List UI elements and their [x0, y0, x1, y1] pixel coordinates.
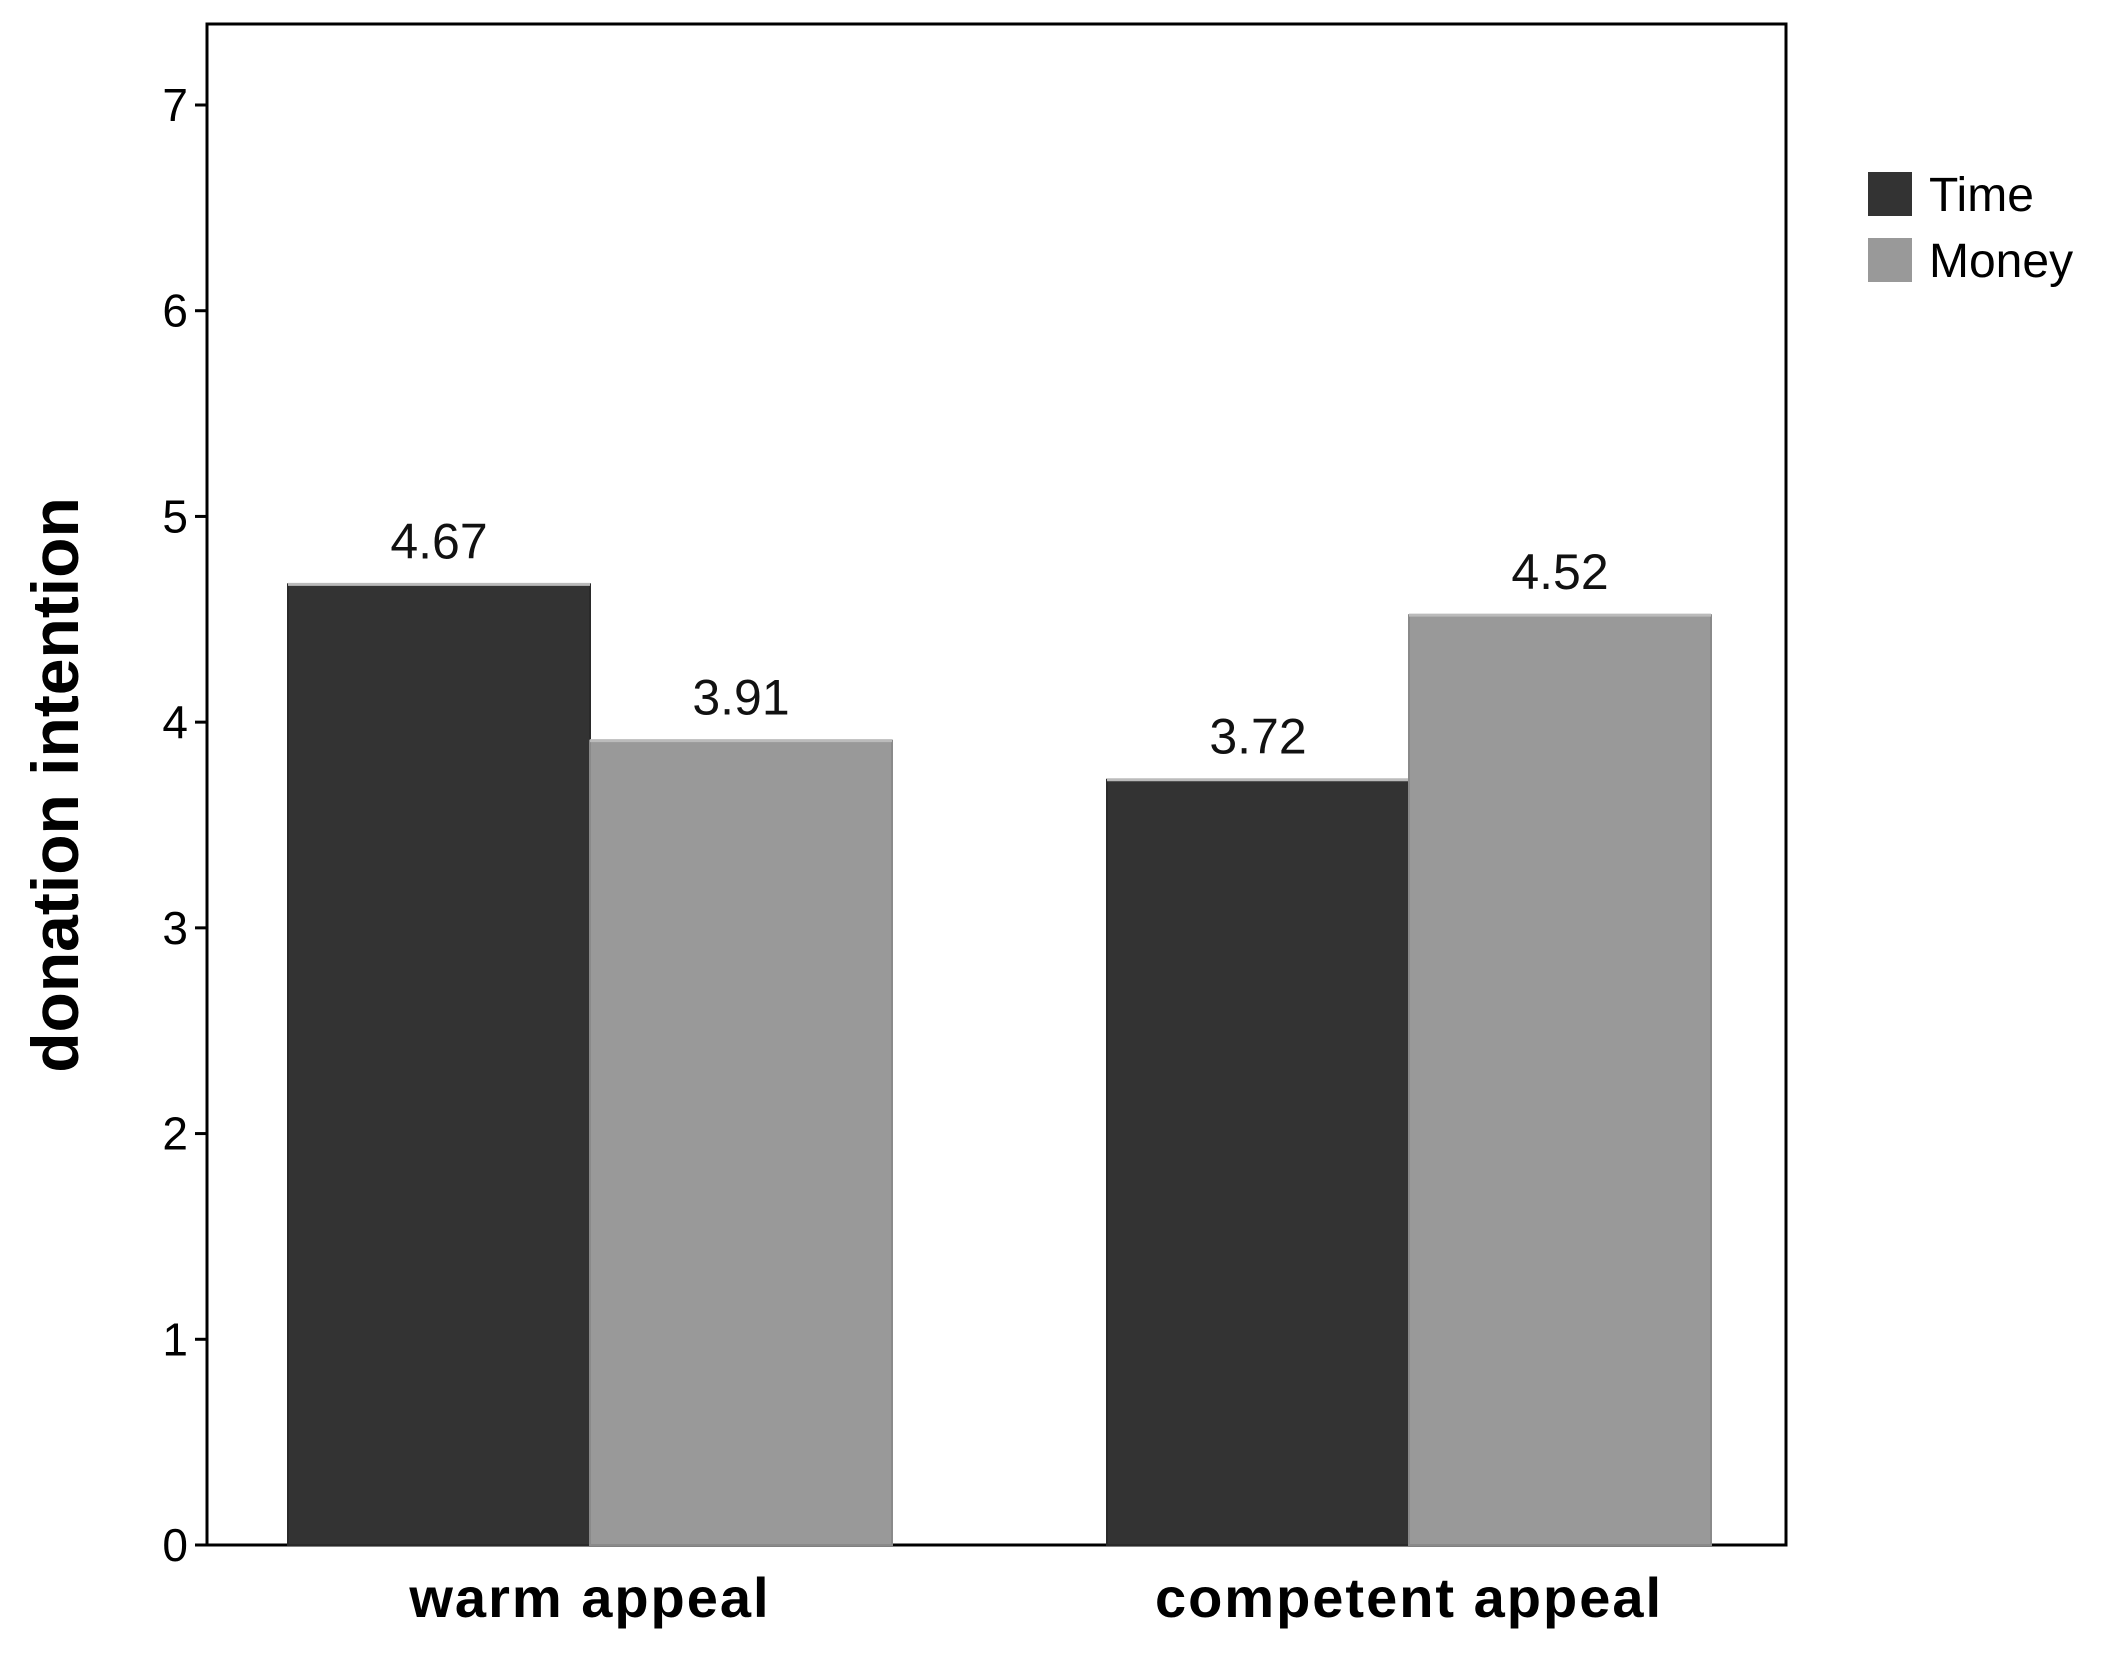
y-axis-ticks: 0 1 2 3 4 5 6 7: [162, 79, 207, 1571]
x-axis-categories: warm appeal competent appeal: [408, 1566, 1663, 1629]
y-tick-label: 1: [162, 1313, 188, 1365]
y-axis-title: donation intention: [18, 497, 92, 1073]
bar-money-competent: [1408, 614, 1712, 1546]
bar-money-warm: [589, 739, 893, 1546]
legend-swatch-time: [1868, 172, 1912, 216]
y-tick-label: 5: [162, 490, 188, 542]
value-label: 3.72: [1209, 709, 1306, 765]
value-label: 4.67: [390, 513, 487, 569]
value-label: 4.52: [1511, 544, 1608, 600]
y-tick-label: 3: [162, 902, 188, 954]
x-category-label: competent appeal: [1155, 1566, 1663, 1629]
legend-label-money: Money: [1929, 235, 2073, 288]
y-tick-label: 7: [162, 79, 188, 131]
legend: Time Money: [1868, 169, 2073, 288]
bars: [287, 582, 1712, 1546]
x-category-label: warm appeal: [408, 1566, 770, 1629]
y-tick-label: 4: [162, 696, 188, 748]
y-tick-label: 6: [162, 285, 188, 337]
value-label: 3.91: [692, 670, 789, 726]
bar-time-warm: [287, 583, 591, 1546]
value-labels: 4.67 3.91 3.72 4.52: [390, 513, 1608, 764]
y-tick-label: 0: [162, 1519, 188, 1571]
legend-label-time: Time: [1929, 169, 2034, 222]
y-tick-label: 2: [162, 1108, 188, 1160]
legend-swatch-money: [1868, 238, 1912, 282]
bar-time-competent: [1106, 778, 1410, 1546]
